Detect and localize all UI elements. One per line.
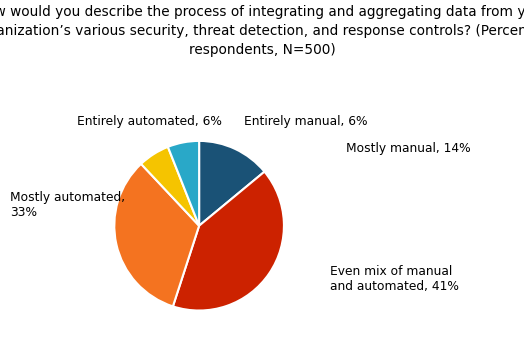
Wedge shape	[173, 172, 284, 311]
Wedge shape	[168, 141, 199, 226]
Wedge shape	[114, 164, 199, 306]
Text: Entirely automated, 6%: Entirely automated, 6%	[77, 115, 222, 128]
Wedge shape	[141, 147, 199, 226]
Text: Mostly manual, 14%: Mostly manual, 14%	[346, 142, 471, 155]
Text: How would you describe the process of integrating and aggregating data from your: How would you describe the process of in…	[0, 5, 524, 57]
Wedge shape	[199, 141, 265, 226]
Text: Mostly automated,
33%: Mostly automated, 33%	[10, 191, 126, 219]
Text: Even mix of manual
and automated, 41%: Even mix of manual and automated, 41%	[330, 265, 459, 293]
Text: Entirely manual, 6%: Entirely manual, 6%	[244, 115, 367, 128]
